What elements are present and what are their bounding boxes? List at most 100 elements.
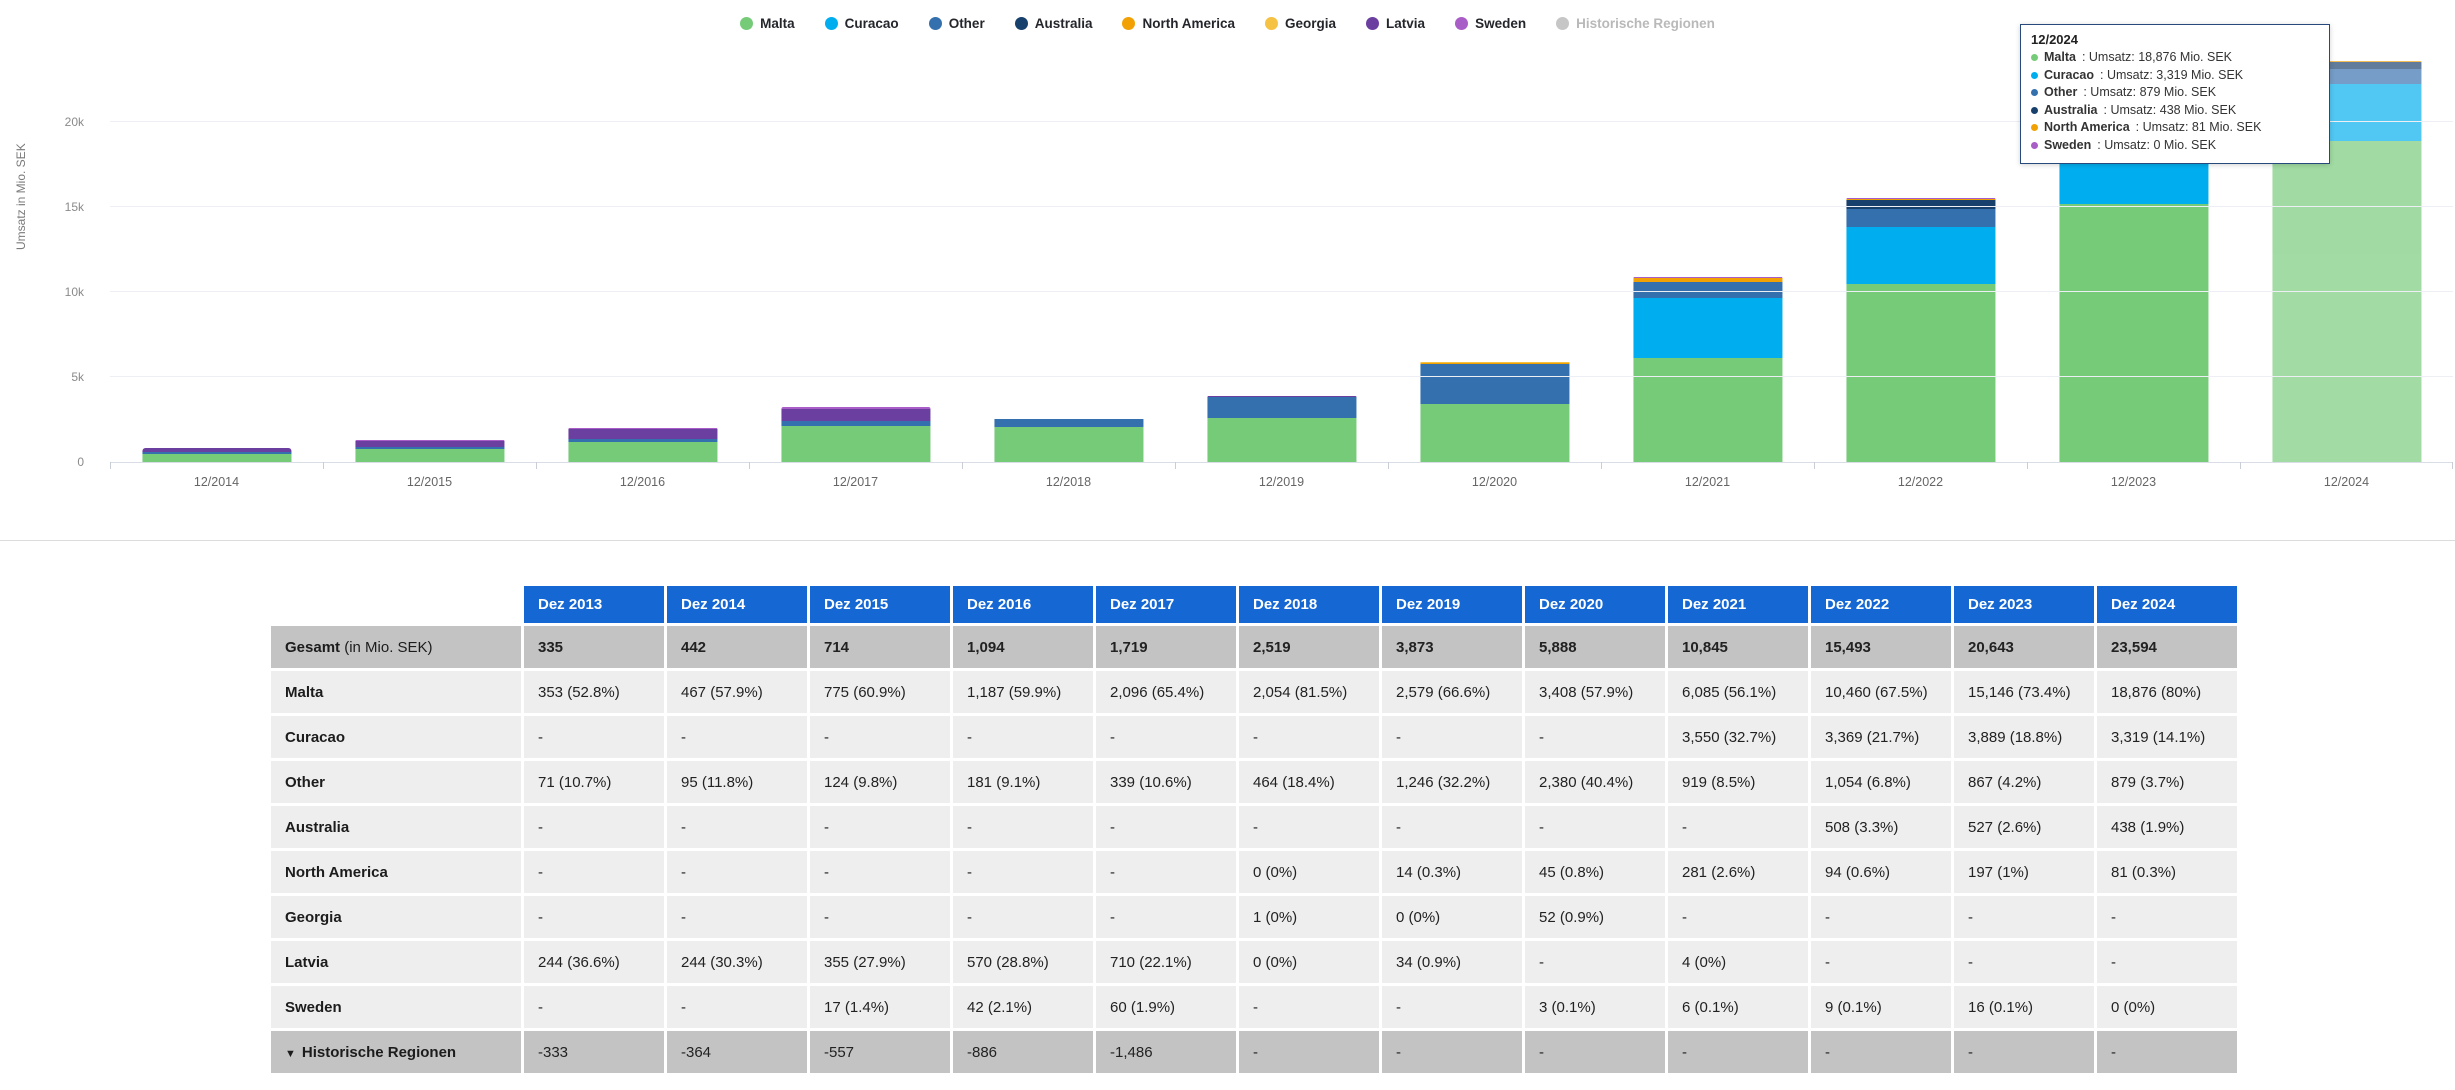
chart-tooltip: 12/2024 Malta: Umsatz: 18,876 Mio. SEK Cu… [2020,24,2330,164]
bar-12-2014[interactable] [141,57,292,462]
legend-item-curacao[interactable]: Curacao [824,16,899,31]
legend-label: Sweden [1475,16,1527,31]
table-cell: 14 (0.3%) [1382,851,1522,893]
bar-segment-curacao [1632,298,1783,359]
table-cell: 6 (0.1%) [1668,986,1808,1028]
legend-item-north-america[interactable]: North America [1122,16,1235,31]
legend-item-historische-regionen[interactable]: Historische Regionen [1556,16,1715,31]
table-cell: - [1382,806,1522,848]
tooltip-series-name: Curacao [2044,67,2095,82]
table-cell: 17 (1.4%) [810,986,950,1028]
table-cell: 94 (0.6%) [1811,851,1951,893]
column-header-dez-2024: Dez 2024 [2097,586,2237,623]
section-divider [0,540,2455,541]
table-cell: 6,085 (56.1%) [1668,671,1808,713]
bar-12-2018[interactable] [993,57,1144,462]
table-cell: - [667,851,807,893]
table-row-georgia: Georgia - - - - -1 (0%) 0 (0%) 52 (0.9%) - - - - [271,896,2237,938]
bar-segment-sweden [567,428,718,430]
table-cell: 3,319 (14.1%) [2097,716,2237,758]
table-cell: - [1096,716,1236,758]
table-cell: 71 (10.7%) [524,761,664,803]
table-cell: - [810,851,950,893]
table-cell: 2,054 (81.5%) [1239,671,1379,713]
column-header-dez-2021: Dez 2021 [1668,586,1808,623]
table-cell: - [1239,806,1379,848]
x-axis-cell: 12/2017 [749,462,962,496]
legend-item-sweden[interactable]: Sweden [1455,16,1526,31]
table-row-latvia: Latvia 244 (36.6%) 244 (30.3%) 355 (27.9%) 5… [271,941,2237,983]
table-cell: 5,888 [1525,626,1665,668]
tooltip-series-value: : Umsatz: 18,876 Mio. SEK [2081,50,2233,64]
table-cell: 919 (8.5%) [1668,761,1808,803]
bar-12-2015[interactable] [354,57,505,462]
series-dot-icon [2031,71,2038,79]
legend-label: Other [948,16,985,31]
regional-revenue-table: Dez 2013 Dez 2014 Dez 2015 Dez 2016 Dez 2017… [268,583,2240,1076]
table-cell: - [1382,986,1522,1028]
table-cell: 2,096 (65.4%) [1096,671,1236,713]
bar-segment-sweden [780,407,931,409]
table-cell: -333 [524,1031,664,1073]
table-cell: - [1954,896,2094,938]
series-dot-icon [2031,124,2038,132]
bar-12-2022[interactable] [1845,57,1996,462]
table-cell: - [953,896,1093,938]
bar-segment-malta [567,441,718,462]
bar-12-2021[interactable] [1632,57,1783,462]
row-label-other: Other [271,761,521,803]
table-cell: - [524,851,664,893]
table-row-australia: Australia - - - - - - - - -508 (3.3%) 527 (2.6%) 43… [271,806,2237,848]
bar-12-2017[interactable] [780,57,931,462]
table-cell: 2,579 (66.6%) [1382,671,1522,713]
legend-item-other[interactable]: Other [928,16,985,31]
column-header-dez-2020: Dez 2020 [1525,586,1665,623]
table-cell: 710 (22.1%) [1096,941,1236,983]
x-axis: 12/2014 12/2015 12/2016 12/2017 12/2018 12/20… [110,462,2453,496]
table-cell: - [667,986,807,1028]
table-cell: - [953,716,1093,758]
table-cell: 775 (60.9%) [810,671,950,713]
bar-segment-other [1845,208,1996,227]
table-cell: 3,369 (21.7%) [1811,716,1951,758]
legend-item-georgia[interactable]: Georgia [1265,16,1336,31]
table-cell: 15,146 (73.4%) [1954,671,2094,713]
tooltip-series-value: : Umsatz: 0 Mio. SEK [2097,137,2217,152]
legend-item-latvia[interactable]: Latvia [1366,16,1425,31]
legend-dot-icon [1366,17,1380,30]
y-tick-label: 10k [64,284,84,299]
table-cell: 438 (1.9%) [2097,806,2237,848]
legend-item-australia[interactable]: Australia [1014,16,1092,31]
bar-12-2019[interactable] [1206,57,1357,462]
y-tick-label: 5k [71,369,84,384]
table-cell: - [1096,806,1236,848]
bar-12-2020[interactable] [1419,57,1570,462]
table-cell: 355 (27.9%) [810,941,950,983]
y-tick-label: 20k [64,114,84,129]
table-cell: 442 [667,626,807,668]
bar-12-2016[interactable] [567,57,718,462]
x-tick-label: 12/2021 [1684,475,1731,489]
table-cell: 4 (0%) [1668,941,1808,983]
table-cell: - [1525,716,1665,758]
table-cell: 244 (30.3%) [667,941,807,983]
bar-column-12-2019 [1175,57,1388,462]
table-cell: 281 (2.6%) [1668,851,1808,893]
row-label-north-america: North America [271,851,521,893]
row-label-historische-regionen[interactable]: ▼ Historische Regionen [271,1031,521,1073]
table-cell: 81 (0.3%) [2097,851,2237,893]
y-tick-label: 0 [77,455,84,469]
legend-label: Malta [760,16,795,31]
x-axis-cell: 12/2016 [536,462,749,496]
table-cell: - [2097,941,2237,983]
row-label-sweden: Sweden [271,986,521,1028]
bar-segment-other [780,420,931,427]
table-cell: 570 (28.8%) [953,941,1093,983]
legend-item-malta[interactable]: Malta [740,16,795,31]
table-header-row: Dez 2013 Dez 2014 Dez 2015 Dez 2016 Dez 2017… [271,586,2237,623]
column-header-dez-2022: Dez 2022 [1811,586,1951,623]
collapse-icon[interactable]: ▼ [285,1047,296,1060]
bar-segment-malta [2058,204,2209,462]
bar-segment-malta [993,427,1144,462]
legend-dot-icon [1122,17,1136,30]
